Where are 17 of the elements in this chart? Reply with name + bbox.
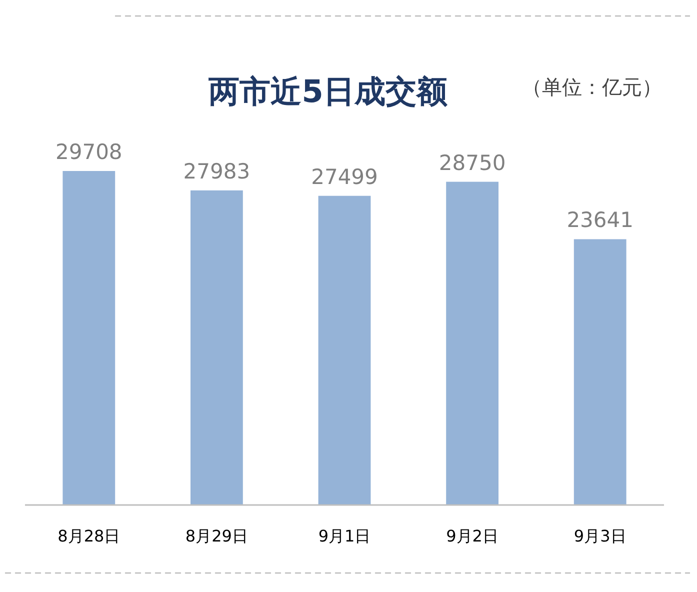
x-tick-label: 9月3日	[574, 526, 626, 546]
chart-title: 两市近5日成交额	[208, 74, 448, 110]
data-label: 27983	[183, 159, 250, 184]
bar	[574, 239, 626, 505]
chart-subtitle: （单位：亿元）	[522, 75, 662, 99]
x-tick-label: 8月28日	[58, 526, 120, 546]
x-tick-label: 9月2日	[446, 526, 498, 546]
data-label: 28750	[438, 150, 506, 175]
data-label: 23641	[566, 208, 634, 232]
data-label: 29708	[55, 140, 122, 164]
bar	[62, 171, 116, 505]
x-tick-label: 8月29日	[185, 526, 248, 546]
bar	[318, 196, 371, 505]
bar	[446, 182, 498, 505]
x-tick-label: 9月1日	[318, 526, 371, 546]
data-label: 27499	[311, 164, 378, 189]
bar	[190, 190, 243, 505]
